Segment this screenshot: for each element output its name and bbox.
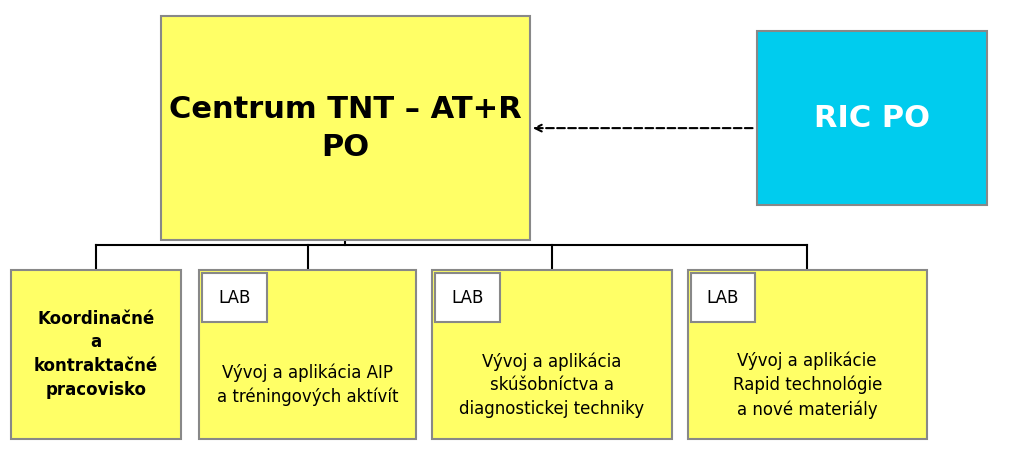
Text: Vývoj a aplikácia
skúšobníctva a
diagnostickej techniky: Vývoj a aplikácia skúšobníctva a diagnos… [460,352,644,418]
Text: Vývoj a aplikácia AIP
a tréningových aktívít: Vývoj a aplikácia AIP a tréningových akt… [217,364,398,406]
Text: Vývoj a aplikácie
Rapid technológie
a nové materiály: Vývoj a aplikácie Rapid technológie a no… [732,352,882,419]
Text: LAB: LAB [218,289,251,307]
Bar [11,270,181,439]
Bar [687,270,927,439]
Text: Centrum TNT – AT+R
PO: Centrum TNT – AT+R PO [169,95,522,162]
Bar [202,273,266,323]
Bar [758,31,987,205]
Text: LAB: LAB [707,289,739,307]
Bar [690,273,756,323]
Bar [432,270,672,439]
Bar [199,270,417,439]
Bar [161,16,530,240]
Bar [435,273,500,323]
Text: LAB: LAB [452,289,483,307]
Text: Koordinačné
a
kontraktačné
pracovisko: Koordinačné a kontraktačné pracovisko [34,310,159,399]
Text: RIC PO: RIC PO [814,104,930,133]
